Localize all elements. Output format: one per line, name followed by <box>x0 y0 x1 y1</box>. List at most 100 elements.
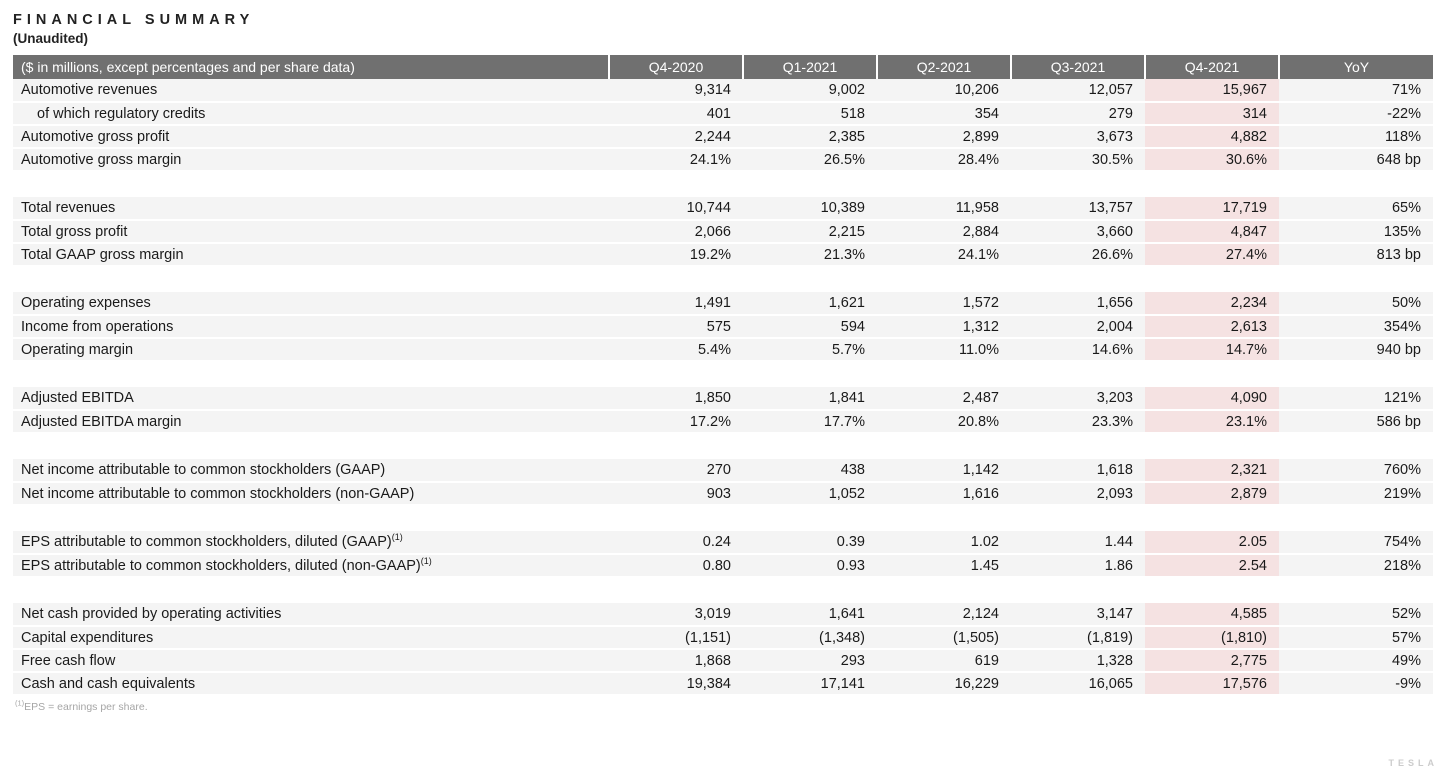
cell-value: 0.39 <box>743 531 877 555</box>
cell-value: 2,093 <box>1011 482 1145 506</box>
cell-value: 20.8% <box>877 410 1011 434</box>
cell-value: 2,124 <box>877 603 1011 627</box>
row-label-cell: Total revenues <box>13 197 609 221</box>
row-label-cell: EPS attributable to common stockholders,… <box>13 554 609 578</box>
cell-value: 1,616 <box>877 482 1011 506</box>
cell-value: 1.86 <box>1011 554 1145 578</box>
cell-value: 2,487 <box>877 387 1011 411</box>
table-row: EPS attributable to common stockholders,… <box>13 554 1433 578</box>
cell-value: 19.2% <box>609 243 743 267</box>
cell-value: 1,052 <box>743 482 877 506</box>
cell-value: 270 <box>609 459 743 483</box>
cell-value: 52% <box>1279 603 1433 627</box>
row-label-cell: Automotive gross margin <box>13 148 609 172</box>
cell-value: 19,384 <box>609 672 743 696</box>
row-label: Total revenues <box>21 200 116 216</box>
cell-value: -22% <box>1279 102 1433 126</box>
row-label: Total GAAP gross margin <box>21 246 184 263</box>
row-label: Capital expenditures <box>21 629 154 646</box>
cell-value: 219% <box>1279 482 1433 506</box>
cell-value: 3,203 <box>1011 387 1145 411</box>
cell-value: 4,090 <box>1145 387 1279 411</box>
cell-value: 0.24 <box>609 531 743 555</box>
cell-value: 30.6% <box>1145 148 1279 172</box>
table-row: Net income attributable to common stockh… <box>13 482 1433 506</box>
table-row: Income from operations 575 594 1,312 2,004 2,… <box>13 315 1433 339</box>
table-row: Free cash flow 1,868 293 619 1,328 2,775 49% <box>13 649 1433 673</box>
cell-value: 2,066 <box>609 220 743 244</box>
cell-value: 438 <box>743 459 877 483</box>
table-row: Automotive revenues 9,314 9,002 10,206 12,05… <box>13 79 1433 103</box>
cell-value: 17.2% <box>609 410 743 434</box>
cell-value: 354% <box>1279 315 1433 339</box>
cell-value: 9,002 <box>743 79 877 103</box>
cell-value: 354 <box>877 102 1011 126</box>
cell-value: 3,147 <box>1011 603 1145 627</box>
cell-value: 314 <box>1145 102 1279 126</box>
row-label-cell: Operating expenses <box>13 292 609 316</box>
cell-value: 17,719 <box>1145 197 1279 221</box>
row-label-cell: Adjusted EBITDA margin <box>13 410 609 434</box>
cell-value: (1,819) <box>1011 626 1145 650</box>
row-label: Automotive gross profit <box>21 128 170 145</box>
table-row: of which regulatory credits 401 518 354 279 3… <box>13 102 1433 126</box>
cell-value: 1,328 <box>1011 649 1145 673</box>
row-label: Total gross profit <box>21 223 128 240</box>
cell-value: 16,065 <box>1011 672 1145 696</box>
row-label: Cash and cash equivalents <box>21 675 196 692</box>
column-header-q4-2020: Q4-2020 <box>608 55 743 79</box>
table-row: Net income attributable to common stockh… <box>13 459 1433 483</box>
cell-value: 24.1% <box>609 148 743 172</box>
column-header-q2-2021: Q2-2021 <box>876 55 1011 79</box>
row-label-cell: Net income attributable to common stockh… <box>13 459 609 483</box>
cell-value: 23.3% <box>1011 410 1145 434</box>
table-row: Automotive gross margin 24.1% 26.5% 28.4% 30… <box>13 148 1433 172</box>
table-row: Total GAAP gross margin 19.2% 21.3% 24.1% 26… <box>13 243 1433 267</box>
cell-value: 24.1% <box>877 243 1011 267</box>
cell-value: 65% <box>1279 197 1433 221</box>
table-row: Cash and cash equivalents 19,384 17,141 16,… <box>13 672 1433 696</box>
row-label-cell: Income from operations <box>13 315 609 339</box>
cell-value: 1.45 <box>877 554 1011 578</box>
cell-value: 11,958 <box>877 197 1011 221</box>
row-label: EPS attributable to common stockholders,… <box>21 557 421 574</box>
row-label-cell: Operating margin <box>13 338 609 362</box>
cell-value: 594 <box>743 315 877 339</box>
row-label-cell: Automotive gross profit <box>13 125 609 149</box>
cell-value: 4,847 <box>1145 220 1279 244</box>
group-separator <box>13 433 1433 459</box>
page-title: FINANCIAL SUMMARY <box>13 12 255 28</box>
table-row: Adjusted EBITDA 1,850 1,841 2,487 3,203 4,090… <box>13 387 1433 411</box>
cell-value: 11.0% <box>877 338 1011 362</box>
group-separator <box>13 577 1433 603</box>
cell-value: 30.5% <box>1011 148 1145 172</box>
cell-value: 1.02 <box>877 531 1011 555</box>
cell-value: 940 bp <box>1279 338 1433 362</box>
cell-value: 293 <box>743 649 877 673</box>
cell-value: 4,882 <box>1145 125 1279 149</box>
row-label-cell: of which regulatory credits <box>13 102 609 126</box>
tesla-logo: TESLA <box>1388 758 1438 768</box>
table-row: Capital expenditures (1,151) (1,348) (1,505… <box>13 626 1433 650</box>
cell-value: 15,967 <box>1145 79 1279 103</box>
cell-value: 5.4% <box>609 338 743 362</box>
row-label-cell: Net cash provided by operating activitie… <box>13 603 609 627</box>
cell-value: 14.6% <box>1011 338 1145 362</box>
cell-value: 760% <box>1279 459 1433 483</box>
cell-value: 2,004 <box>1011 315 1145 339</box>
cell-value: 17.7% <box>743 410 877 434</box>
cell-value: 12,057 <box>1011 79 1145 103</box>
row-label: Adjusted EBITDA margin <box>21 413 182 430</box>
cell-value: 518 <box>743 102 877 126</box>
row-label: of which regulatory credits <box>37 105 206 122</box>
footnote: (1)EPS = earnings per share. <box>13 699 1433 713</box>
cell-value: 1,621 <box>743 292 877 316</box>
footnote-text: EPS = earnings per share. <box>24 701 148 713</box>
cell-value: 14.7% <box>1145 338 1279 362</box>
group-separator <box>13 171 1433 197</box>
table-row: Net cash provided by operating activitie… <box>13 603 1433 627</box>
row-label: Net income attributable to common stockh… <box>21 462 386 478</box>
cell-value: 1,850 <box>609 387 743 411</box>
table-row: Adjusted EBITDA margin 17.2% 17.7% 20.8% 23.… <box>13 410 1433 434</box>
cell-value: 27.4% <box>1145 243 1279 267</box>
